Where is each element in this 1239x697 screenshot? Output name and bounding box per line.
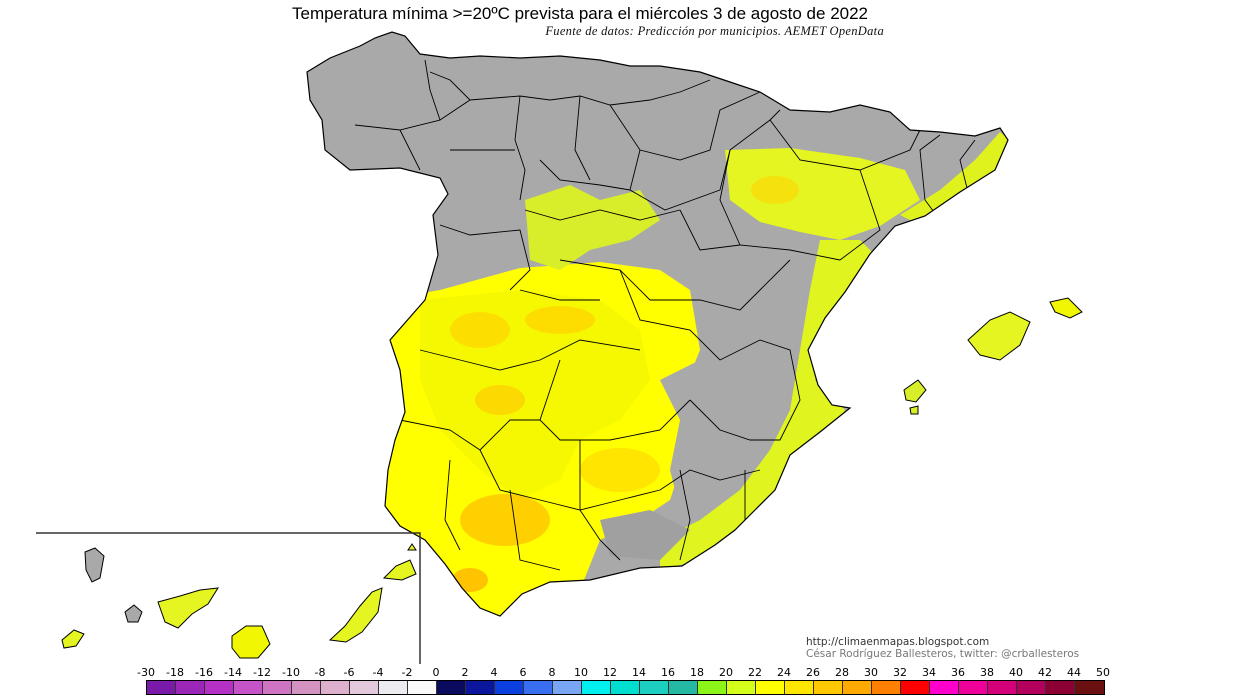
- scale-label: 4: [490, 666, 498, 679]
- scale-swatch: [379, 681, 408, 694]
- balearic-islands: [903, 297, 1083, 415]
- scale-swatch: [930, 681, 959, 694]
- scale-swatch: [640, 681, 669, 694]
- scale-label: 40: [1009, 666, 1023, 679]
- scale-swatch: [147, 681, 176, 694]
- scale-swatch: [756, 681, 785, 694]
- scale-swatch: [176, 681, 205, 694]
- scale-swatch: [698, 681, 727, 694]
- scale-swatch: [988, 681, 1017, 694]
- scale-label: 50: [1096, 666, 1110, 679]
- scale-label: -30: [137, 666, 155, 679]
- scale-swatch: [292, 681, 321, 694]
- map-title: Temperatura mínima >=20ºC prevista para …: [291, 4, 869, 23]
- scale-swatch: [1046, 681, 1075, 694]
- color-scale-labels: -30 -18 -16 -14 -12 -10 -8 -6 -4 -2 0 2 4 6 8 10 12 14 16 1…: [0, 666, 1239, 680]
- scale-label: 18: [690, 666, 704, 679]
- scale-swatch: [437, 681, 466, 694]
- canary-inset-frame: [36, 532, 421, 664]
- scale-label: -10: [282, 666, 300, 679]
- scale-label: 44: [1067, 666, 1081, 679]
- canary-islands: [61, 543, 417, 659]
- scale-swatch: [582, 681, 611, 694]
- scale-label: 12: [603, 666, 617, 679]
- scale-swatch: [872, 681, 901, 694]
- scale-swatch: [1075, 681, 1104, 694]
- scale-swatch: [959, 681, 988, 694]
- scale-label: 0: [432, 666, 440, 679]
- scale-label: 36: [951, 666, 965, 679]
- scale-label: 34: [922, 666, 936, 679]
- scale-label: 2: [461, 666, 469, 679]
- scale-label: 8: [548, 666, 556, 679]
- scale-swatch: [495, 681, 524, 694]
- scale-swatch: [234, 681, 263, 694]
- scale-label: -12: [253, 666, 271, 679]
- scale-swatch: [785, 681, 814, 694]
- scale-label: 14: [632, 666, 646, 679]
- scale-label: 6: [519, 666, 527, 679]
- scale-label: -6: [343, 666, 355, 679]
- scale-label: 22: [748, 666, 762, 679]
- scale-label: -14: [224, 666, 242, 679]
- scale-label: 16: [661, 666, 675, 679]
- scale-label: -4: [372, 666, 384, 679]
- scale-label: 32: [893, 666, 907, 679]
- scale-label: 10: [574, 666, 588, 679]
- scale-label: 20: [719, 666, 733, 679]
- scale-swatch: [524, 681, 553, 694]
- scale-label: -8: [314, 666, 326, 679]
- scale-swatch: [408, 681, 437, 694]
- scale-label: -2: [401, 666, 413, 679]
- scale-swatch: [611, 681, 640, 694]
- scale-label: -18: [166, 666, 184, 679]
- author-credit: César Rodríguez Ballesteros, twitter: @c…: [806, 648, 1080, 660]
- scale-swatch: [553, 681, 582, 694]
- scale-swatch: [466, 681, 495, 694]
- scale-label: -16: [195, 666, 213, 679]
- scale-label: 30: [864, 666, 878, 679]
- scale-swatch: [814, 681, 843, 694]
- website-credit: http://climaenmapas.blogspot.com: [806, 636, 990, 648]
- scale-label: 28: [835, 666, 849, 679]
- scale-swatch: [205, 681, 234, 694]
- scale-swatch: [901, 681, 930, 694]
- scale-swatch: [350, 681, 379, 694]
- scale-label: 38: [980, 666, 994, 679]
- map-subtitle: Fuente de datos: Predicción por municipi…: [545, 24, 884, 38]
- scale-label: 26: [806, 666, 820, 679]
- scale-swatch: [321, 681, 350, 694]
- scale-label: 42: [1038, 666, 1052, 679]
- scale-swatch: [727, 681, 756, 694]
- color-scale-bar: [146, 680, 1105, 695]
- scale-swatch: [669, 681, 698, 694]
- scale-swatch: [1017, 681, 1046, 694]
- scale-swatch: [263, 681, 292, 694]
- scale-label: 24: [777, 666, 791, 679]
- scale-swatch: [843, 681, 872, 694]
